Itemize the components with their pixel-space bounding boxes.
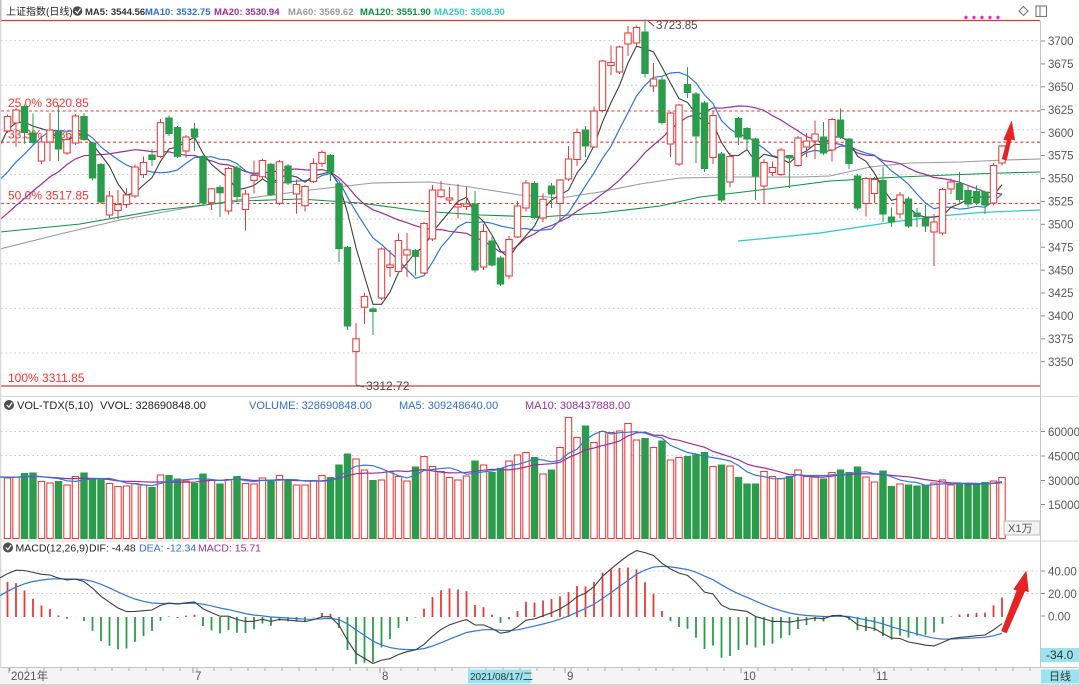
svg-text:15000: 15000 — [1048, 500, 1080, 512]
svg-text:MA5: 309248640.00: MA5: 309248640.00 — [399, 400, 498, 412]
svg-text:30000: 30000 — [1048, 476, 1080, 488]
svg-text:3550: 3550 — [1048, 174, 1074, 186]
svg-text:20.00: 20.00 — [1048, 589, 1077, 601]
svg-text:VVOL: 328690848.00: VVOL: 328690848.00 — [100, 400, 206, 412]
svg-text:3500: 3500 — [1048, 220, 1074, 232]
svg-text:3350: 3350 — [1048, 357, 1074, 369]
svg-text:3650: 3650 — [1048, 82, 1074, 94]
svg-text:25.0% 3620.85: 25.0% 3620.85 — [8, 96, 89, 110]
svg-text:X1万: X1万 — [1008, 523, 1032, 535]
svg-text:100% 3311.85: 100% 3311.85 — [8, 371, 85, 385]
svg-text:45000: 45000 — [1048, 452, 1080, 464]
svg-text:7: 7 — [195, 671, 201, 683]
svg-text:3723.85: 3723.85 — [656, 20, 698, 32]
svg-text:3600: 3600 — [1048, 128, 1074, 140]
svg-text:MA60: 3569.62: MA60: 3569.62 — [288, 7, 353, 18]
svg-text:MA5: 3544.56: MA5: 3544.56 — [85, 7, 145, 18]
svg-text:DEA: -12.34: DEA: -12.34 — [139, 543, 196, 555]
svg-text:50.0% 3517.85: 50.0% 3517.85 — [8, 189, 89, 203]
svg-text:8: 8 — [382, 671, 388, 683]
svg-text:3425: 3425 — [1048, 288, 1074, 300]
svg-text:VOLUME: 328690848.00: VOLUME: 328690848.00 — [249, 400, 372, 412]
svg-text:3312.72: 3312.72 — [366, 379, 410, 393]
svg-text:3475: 3475 — [1048, 242, 1074, 254]
svg-text:VOL-TDX(5,10): VOL-TDX(5,10) — [17, 400, 93, 412]
svg-text:9: 9 — [567, 671, 573, 683]
svg-text:DIF: -4.48: DIF: -4.48 — [89, 543, 136, 555]
svg-text:上证指数(日线): 上证指数(日线) — [6, 5, 73, 18]
svg-text:-34.0: -34.0 — [1046, 648, 1074, 662]
svg-text:3450: 3450 — [1048, 265, 1074, 277]
svg-text:40.00: 40.00 — [1048, 567, 1077, 579]
svg-text:MA20: 3530.94: MA20: 3530.94 — [214, 7, 280, 18]
svg-text:2021年: 2021年 — [11, 669, 48, 683]
svg-text:MA10: 3532.75: MA10: 3532.75 — [145, 7, 211, 18]
svg-text:3575: 3575 — [1048, 151, 1074, 163]
svg-text:2021/08/17/二: 2021/08/17/二 — [470, 672, 533, 683]
svg-text:3700: 3700 — [1048, 36, 1074, 48]
svg-text:10: 10 — [743, 671, 756, 683]
svg-text:MA120: 3551.90: MA120: 3551.90 — [360, 7, 431, 18]
svg-text:0.00: 0.00 — [1048, 612, 1070, 624]
svg-text:MACD: 15.71: MACD: 15.71 — [198, 543, 261, 555]
svg-text:3400: 3400 — [1048, 311, 1074, 323]
svg-text:MA250: 3508.90: MA250: 3508.90 — [434, 7, 505, 18]
svg-text:3675: 3675 — [1048, 59, 1074, 71]
svg-text:3625: 3625 — [1048, 105, 1074, 117]
svg-text:60000: 60000 — [1048, 427, 1080, 439]
svg-text:3525: 3525 — [1048, 197, 1074, 209]
svg-text:3375: 3375 — [1048, 334, 1074, 346]
svg-text:11: 11 — [876, 671, 888, 683]
svg-text:MA10: 308437888.00: MA10: 308437888.00 — [525, 400, 630, 412]
svg-text:MACD(12,26,9): MACD(12,26,9) — [16, 543, 89, 555]
svg-text:日线: 日线 — [1049, 669, 1071, 683]
